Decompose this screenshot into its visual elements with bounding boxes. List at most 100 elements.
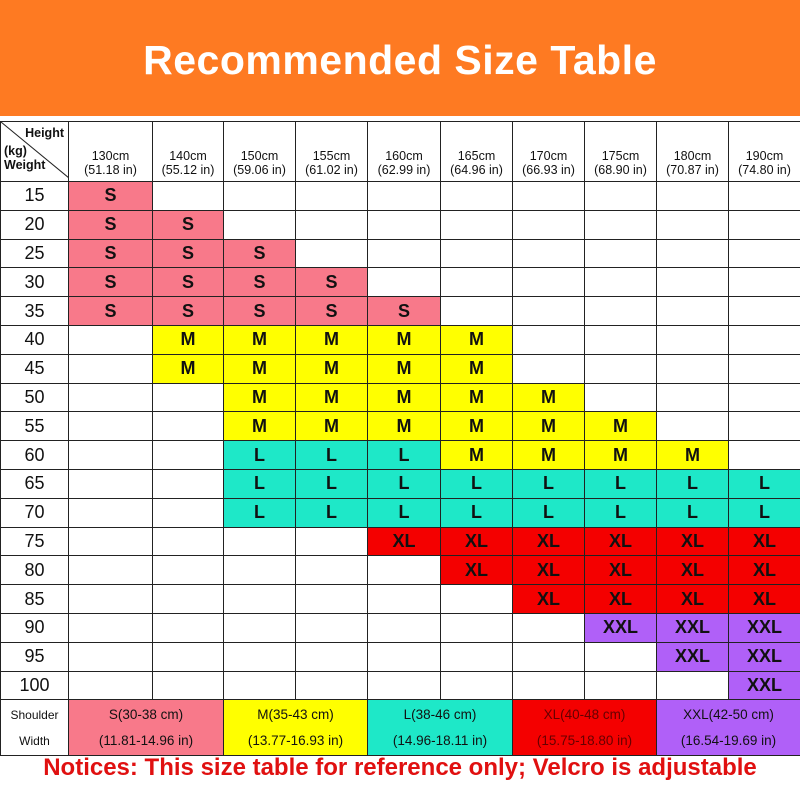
weight-cell: 100 [0,670,69,701]
size-cell: S [223,238,296,269]
size-cell: L [223,497,296,528]
size-cell: M [440,411,513,442]
size-cell [223,641,296,672]
size-cell [152,555,224,586]
height-in: (51.18 in) [84,163,137,177]
table-row: 35 S S S S S [0,296,800,326]
corner-cell: Height (kg) Weight [0,121,69,182]
size-cell [295,555,368,586]
size-cell: XXL [656,641,729,672]
size-cell [728,296,800,326]
size-cell: M [367,353,441,384]
size-cell [440,181,513,211]
size-cell: S [152,238,224,269]
size-cell [152,411,224,442]
size-cell [512,612,585,643]
size-cell [152,497,224,528]
table-row: 90 XXL XXL XXL [0,612,800,643]
size-cell [584,209,657,240]
height-cm: 140cm [169,149,207,163]
size-cell [367,584,441,614]
size-cell [440,641,513,672]
size-cell: L [295,468,368,499]
weight-cell: 25 [0,238,69,269]
height-cm: 150cm [240,149,279,163]
size-cell: M [584,440,657,470]
size-cell [728,440,800,470]
weight-cell: 65 [0,468,69,499]
size-cell: S [152,267,224,298]
shoulder-label-line1: Shoulder [10,707,59,722]
size-cell [584,382,657,413]
shoulder-cell: L(38-46 cm) (14.96-18.11 in) [367,699,513,757]
size-cell: M [223,382,296,413]
table-row: 65 L L L L L L L L [0,468,800,499]
size-cell: S [223,267,296,298]
size-cell [584,296,657,326]
weight-cell: 85 [0,584,69,614]
size-cell: XXL [656,612,729,643]
size-cell [152,670,224,701]
size-cell [295,181,368,211]
size-cell: S [295,296,368,326]
size-cell: XL [656,555,729,586]
size-cell: S [68,267,153,298]
size-cell [223,555,296,586]
size-cell [656,411,729,442]
height-in: (59.06 in) [233,163,286,177]
height-header: 160cm (62.99 in) [367,121,441,182]
size-cell [728,353,800,384]
size-cell [584,181,657,211]
size-cell: XL [584,555,657,586]
table-row: 95 XXL XXL [0,641,800,672]
size-cell [440,296,513,326]
size-cell: M [440,440,513,470]
size-cell [367,209,441,240]
size-cell: S [367,296,441,326]
size-cell [584,353,657,384]
height-header: 155cm (61.02 in) [295,121,368,182]
size-cell [728,411,800,442]
size-cell [728,382,800,413]
weight-cell: 40 [0,324,69,355]
size-cell [584,324,657,355]
weight-cell: 45 [0,353,69,384]
header-row: Height (kg) Weight 130cm (51.18 in) 140cm(… [0,121,800,182]
size-cell [367,612,441,643]
size-cell: M [295,411,368,442]
size-cell [68,440,153,470]
size-cell: L [512,497,585,528]
size-cell [656,209,729,240]
size-cell [152,382,224,413]
size-cell: M [295,382,368,413]
size-cell [440,267,513,298]
size-cell [584,670,657,701]
size-cell [512,267,585,298]
size-cell [223,584,296,614]
size-cell [68,670,153,701]
size-cell: M [512,440,585,470]
size-cell [512,296,585,326]
height-header: 170cm (66.93 in) [512,121,585,182]
table-row: 15 S [0,181,800,211]
size-cell [512,238,585,269]
size-cell [68,382,153,413]
table-row: 100 XXL [0,670,800,701]
size-cell [295,670,368,701]
size-cell [68,411,153,442]
size-cell [223,526,296,557]
size-cell: L [656,497,729,528]
height-header: 175cm (68.90 in) [584,121,657,182]
size-cell [728,181,800,211]
size-cell: XL [512,526,585,557]
table-row: 70 L L L L L L L L [0,497,800,528]
size-cell [295,238,368,269]
size-cell [584,238,657,269]
height-header: 180cm (70.87 in) [656,121,729,182]
weight-cell: 35 [0,296,69,326]
weight-cell: 50 [0,382,69,413]
size-cell [656,353,729,384]
weight-cell: 55 [0,411,69,442]
size-cell: XL [584,526,657,557]
size-cell [152,641,224,672]
